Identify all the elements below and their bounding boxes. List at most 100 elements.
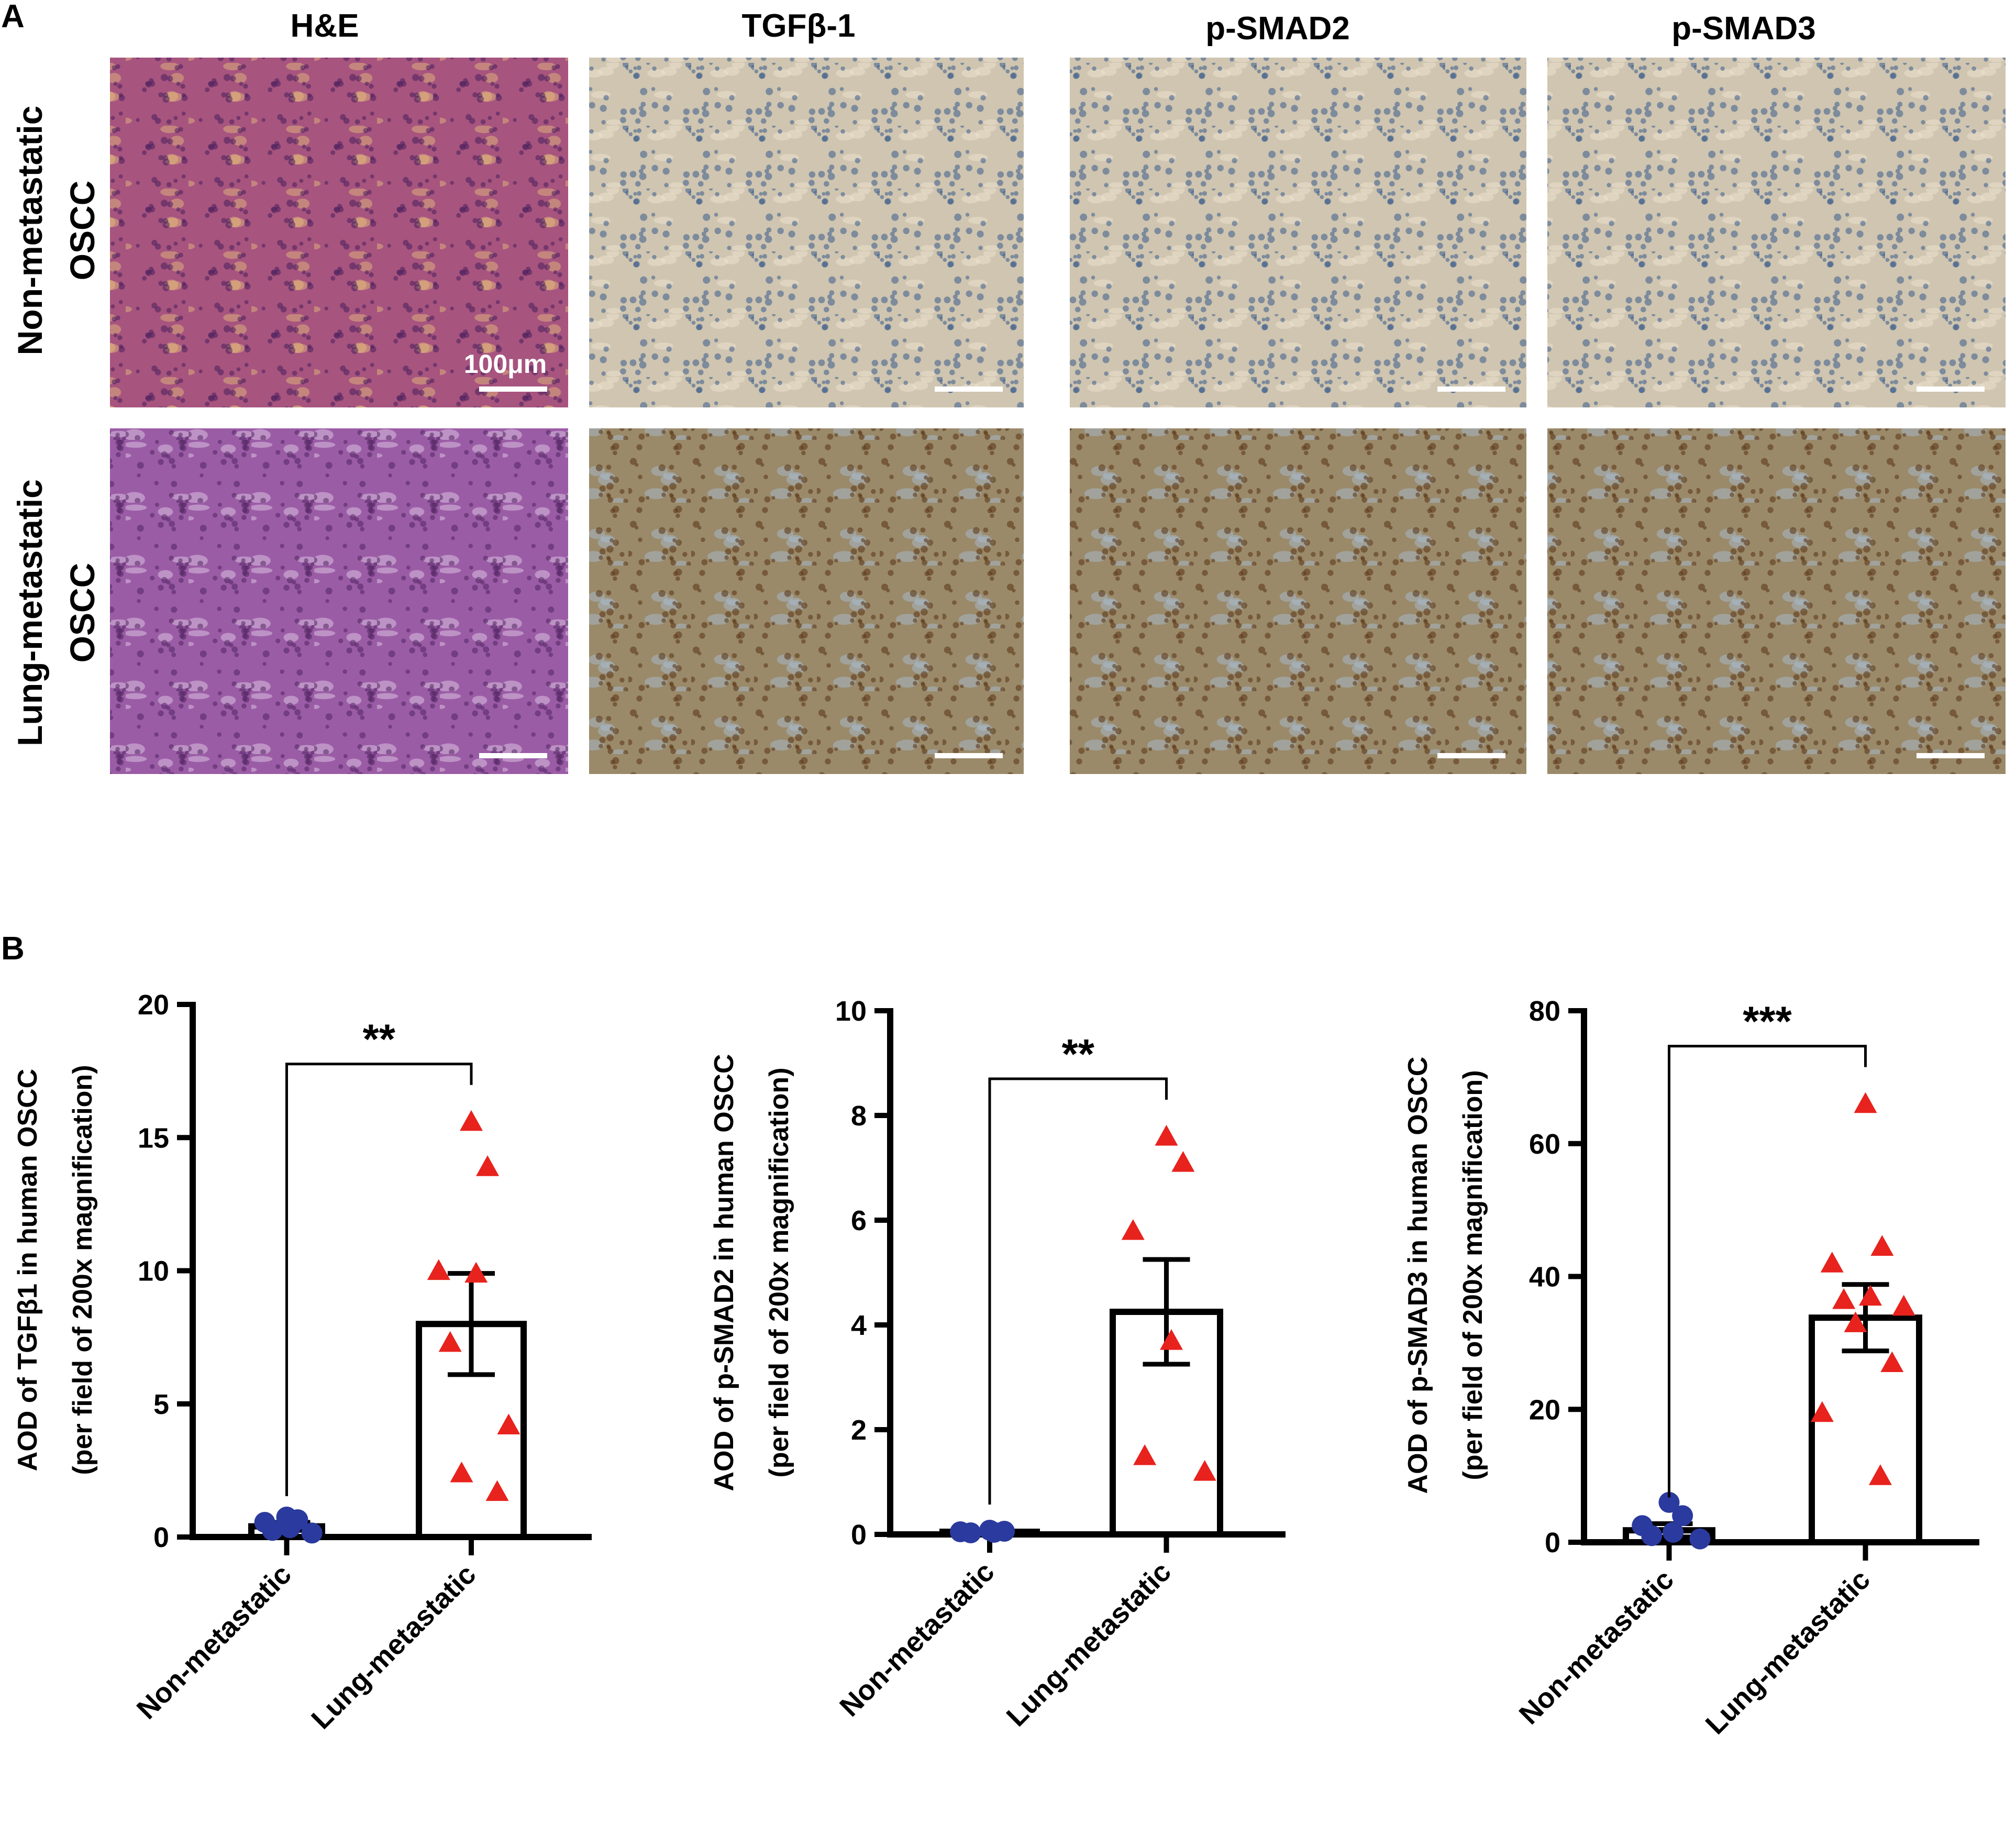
data-point-lung-metastatic	[1810, 1401, 1834, 1422]
column-header-psmad2: p-SMAD2	[1205, 10, 1350, 47]
scale-bar	[479, 753, 547, 758]
panel-b-letter: B	[1, 931, 25, 967]
scale-bar	[935, 386, 1003, 392]
y-tick-label: 5	[153, 1389, 169, 1420]
y-tick-label: 4	[851, 1310, 867, 1341]
data-point-non-metastatic	[1672, 1505, 1693, 1527]
row-header-nonmetastatic-line1: Non-metastatic	[10, 106, 49, 356]
x-category-label: Lung-metastatic	[305, 1558, 482, 1735]
data-point-lung-metastatic	[1159, 1329, 1183, 1350]
panel-a: A H&E TGFβ-1 p-SMAD2 p-SMAD3 Non-metasta…	[1, 0, 2006, 774]
column-header-he: H&E	[291, 8, 359, 44]
scale-bar	[1917, 386, 1985, 392]
scale-bar	[1437, 753, 1505, 758]
scale-bar	[935, 753, 1003, 758]
y-tick-label: 8	[851, 1100, 867, 1132]
row-header-nonmetastatic-line2: OSCC	[63, 181, 102, 281]
row-header-lungmetastatic-line2: OSCC	[63, 563, 102, 663]
row-header-lungmetastatic: Lung-metastatic OSCC	[10, 479, 102, 746]
data-point-lung-metastatic	[476, 1155, 500, 1176]
y-tick-label: 40	[1529, 1262, 1560, 1293]
data-point-lung-metastatic	[427, 1259, 450, 1280]
y-tick-label: 15	[138, 1122, 169, 1154]
data-point-lung-metastatic	[460, 1110, 483, 1131]
data-point-non-metastatic	[279, 1517, 301, 1539]
micrograph-psmad3-lungmetastatic	[1547, 428, 2006, 774]
significance-stars: **	[1062, 1031, 1095, 1077]
micrograph-psmad3-nonmetastatic	[1547, 58, 2006, 407]
data-point-non-metastatic	[301, 1522, 323, 1544]
data-point-non-metastatic	[1663, 1521, 1684, 1543]
y-tick-label: 60	[1529, 1129, 1560, 1160]
y-axis-label: AOD of TGFβ1 in human OSCC (per field of …	[13, 1065, 98, 1475]
data-point-lung-metastatic	[1880, 1351, 1904, 1373]
scale-bar-label: 100μm	[464, 349, 547, 379]
y-axis-label-line1: AOD of p-SMAD2 in human OSCC	[709, 1054, 739, 1491]
y-axis-label: AOD of p-SMAD3 in human OSCC (per field o…	[1403, 1057, 1488, 1494]
row-header-lungmetastatic-line1: Lung-metastatic	[10, 479, 49, 746]
y-tick-label: 0	[1545, 1527, 1560, 1558]
y-tick-label: 10	[138, 1256, 169, 1287]
x-category-label: Non-metastatic	[834, 1556, 1000, 1722]
y-tick-label: 2	[851, 1414, 867, 1446]
y-axis-label-line1: AOD of TGFβ1 in human OSCC	[13, 1069, 43, 1471]
data-point-lung-metastatic	[1892, 1295, 1915, 1316]
data-point-non-metastatic	[983, 1522, 1005, 1543]
data-point-lung-metastatic	[497, 1413, 520, 1435]
data-point-lung-metastatic	[1155, 1125, 1178, 1146]
data-point-lung-metastatic	[1832, 1288, 1856, 1309]
data-point-lung-metastatic	[1133, 1444, 1157, 1465]
panel-a-letter: A	[1, 0, 25, 35]
chart-3: 0 20 40 60 80 AOD of p-SMAD3 in human OSCC (pe…	[1403, 996, 1979, 1740]
data-point-non-metastatic	[1641, 1525, 1663, 1546]
data-point-non-metastatic	[960, 1522, 981, 1543]
y-tick-label: 0	[851, 1519, 867, 1551]
data-point-lung-metastatic	[1171, 1151, 1195, 1172]
micrograph-tgfb1-nonmetastatic	[589, 58, 1024, 407]
row-header-nonmetastatic: Non-metastatic OSCC	[10, 106, 102, 356]
significance-bracket	[988, 1077, 1168, 1505]
chart-2: 0 2 4 6 8 10 AOD of p-SMAD2 in human OSCC (per …	[709, 996, 1286, 1732]
data-point-lung-metastatic	[1844, 1311, 1867, 1332]
y-axis-label-line2: (per field of 200x magnification)	[68, 1065, 98, 1475]
micrograph-psmad2-lungmetastatic	[1070, 428, 1526, 774]
data-point-lung-metastatic	[1121, 1219, 1145, 1240]
data-point-lung-metastatic	[438, 1331, 462, 1352]
significance-bracket	[285, 1063, 473, 1497]
data-point-lung-metastatic	[464, 1262, 488, 1283]
data-point-lung-metastatic	[1868, 1464, 1892, 1485]
data-point-lung-metastatic	[1854, 1092, 1877, 1113]
column-header-tgfb1: TGFβ-1	[742, 8, 856, 44]
y-axis-label: AOD of p-SMAD2 in human OSCC (per field o…	[709, 1054, 794, 1491]
y-axis-label-line2: (per field of 200x magnification)	[1458, 1070, 1488, 1480]
data-point-lung-metastatic	[450, 1461, 473, 1483]
y-tick-label: 0	[153, 1522, 169, 1553]
significance-bracket	[1668, 1045, 1867, 1498]
micrograph-he-nonmetastatic	[110, 58, 568, 407]
chart-1: 0 5 10 15 20 AOD of TGFβ1 in human OSCC (per f…	[13, 989, 592, 1735]
data-point-lung-metastatic	[1858, 1285, 1882, 1306]
y-tick-label: 80	[1529, 996, 1560, 1027]
data-point-non-metastatic	[1658, 1491, 1680, 1513]
y-axis-label-line2: (per field of 200x magnification)	[764, 1067, 794, 1477]
data-point-lung-metastatic	[1870, 1235, 1894, 1256]
scale-bar	[1437, 386, 1505, 392]
micrograph-he-lungmetastatic	[110, 428, 568, 774]
significance-stars: ***	[1743, 998, 1792, 1045]
y-tick-label: 6	[851, 1205, 867, 1236]
y-axis-label-line1: AOD of p-SMAD3 in human OSCC	[1403, 1057, 1433, 1494]
y-tick-label: 10	[835, 996, 867, 1027]
data-point-lung-metastatic	[1820, 1252, 1844, 1273]
data-point-lung-metastatic	[1193, 1460, 1216, 1481]
micrograph-psmad2-nonmetastatic	[1070, 58, 1526, 407]
data-point-non-metastatic	[1689, 1528, 1711, 1550]
data-point-non-metastatic	[262, 1520, 283, 1541]
significance-stars: **	[363, 1016, 396, 1063]
x-category-label: Non-metastatic	[1513, 1564, 1680, 1730]
micrograph-tgfb1-lungmetastatic	[589, 428, 1024, 774]
micrograph-grid	[110, 58, 2006, 774]
x-category-label: Non-metastatic	[131, 1558, 297, 1725]
data-point-lung-metastatic	[485, 1480, 509, 1501]
